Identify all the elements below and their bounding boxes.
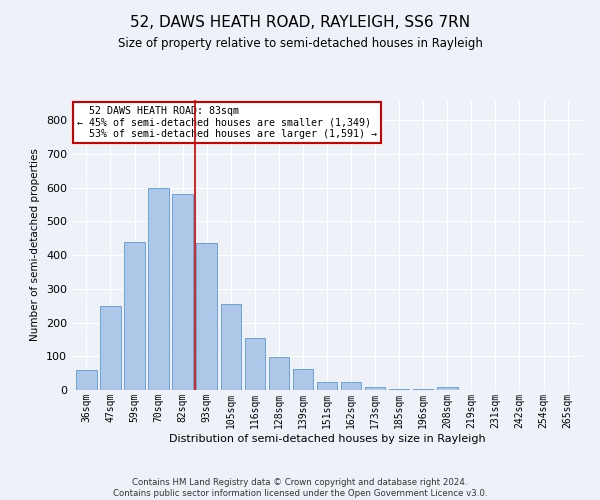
Bar xyxy=(317,382,337,390)
X-axis label: Distribution of semi-detached houses by size in Rayleigh: Distribution of semi-detached houses by … xyxy=(169,434,485,444)
Bar xyxy=(293,369,313,390)
Bar xyxy=(437,388,458,390)
Bar xyxy=(245,338,265,390)
Bar xyxy=(172,194,193,390)
Bar xyxy=(76,370,97,390)
Bar xyxy=(365,386,385,390)
Text: 52, DAWS HEATH ROAD, RAYLEIGH, SS6 7RN: 52, DAWS HEATH ROAD, RAYLEIGH, SS6 7RN xyxy=(130,15,470,30)
Bar xyxy=(196,244,217,390)
Bar xyxy=(148,188,169,390)
Bar xyxy=(269,357,289,390)
Bar xyxy=(124,242,145,390)
Bar xyxy=(341,382,361,390)
Bar xyxy=(100,306,121,390)
Text: Contains HM Land Registry data © Crown copyright and database right 2024.
Contai: Contains HM Land Registry data © Crown c… xyxy=(113,478,487,498)
Bar xyxy=(221,304,241,390)
Text: 52 DAWS HEATH ROAD: 83sqm
← 45% of semi-detached houses are smaller (1,349)
  53: 52 DAWS HEATH ROAD: 83sqm ← 45% of semi-… xyxy=(77,106,377,139)
Text: Size of property relative to semi-detached houses in Rayleigh: Size of property relative to semi-detach… xyxy=(118,38,482,51)
Y-axis label: Number of semi-detached properties: Number of semi-detached properties xyxy=(31,148,40,342)
